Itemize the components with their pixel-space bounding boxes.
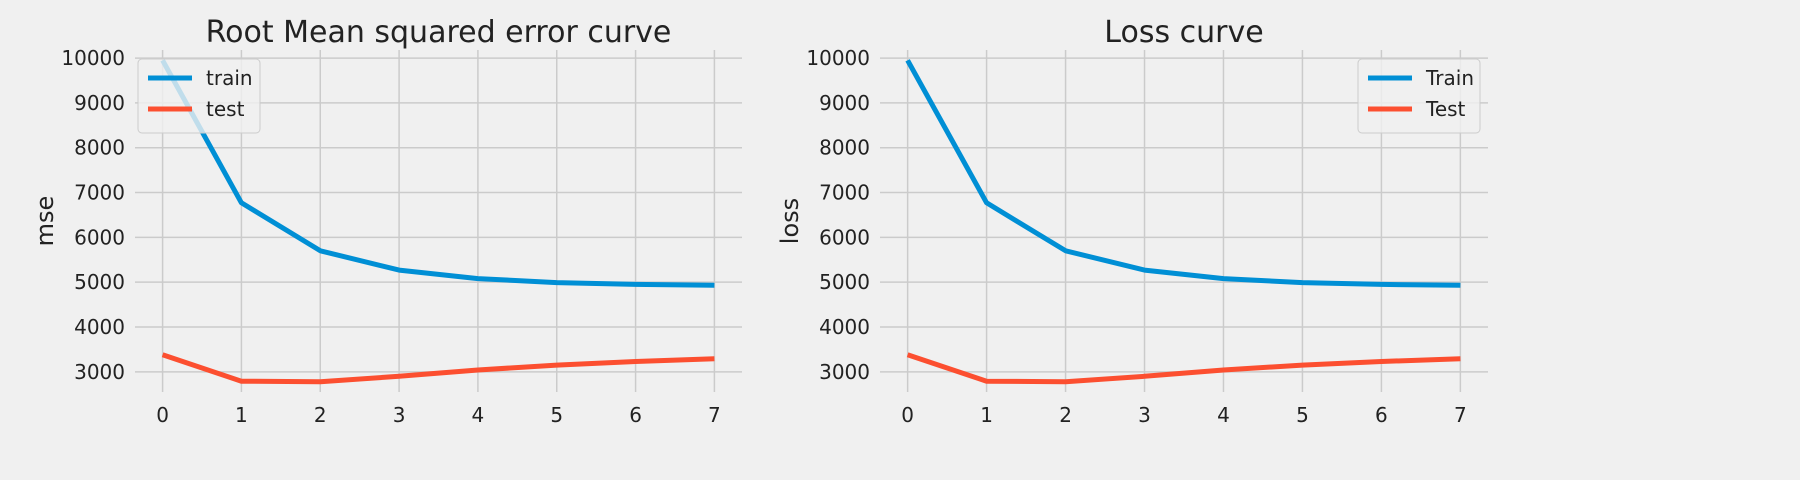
loss-series [905,59,1461,385]
rmse-legend[interactable]: train test [137,58,261,134]
rmse-y-tick-label: 10000 [61,46,125,70]
loss-grid [880,50,1488,392]
loss-legend[interactable]: Train Test [1357,58,1481,134]
rmse-x-tick-label: 1 [235,403,248,427]
chart-loss: 3000 4000 5000 6000 7000 8000 9000 10000 0 1 2 3 4 5… [776,15,1488,427]
loss-series-line-train [905,59,1461,288]
rmse-series [160,59,715,385]
loss-y-tick-label: 9000 [819,91,870,115]
loss-y-tick-label: 10000 [806,46,870,70]
loss-title: Loss curve [1104,15,1263,50]
rmse-grid [135,50,742,392]
rmse-y-tick-label: 9000 [74,91,125,115]
loss-y-tick-label: 5000 [819,270,870,294]
loss-x-tick-label: 1 [980,403,993,427]
loss-y-tick-label: 7000 [819,181,870,205]
rmse-title: Root Mean squared error curve [206,15,672,50]
rmse-y-tick-label: 5000 [74,270,125,294]
loss-y-tick-label: 8000 [819,136,870,160]
rmse-legend-label: train [206,66,253,90]
loss-y-ticks: 3000 4000 5000 6000 7000 8000 9000 10000 [806,46,870,384]
loss-x-tick-label: 4 [1217,403,1230,427]
rmse-legend-label: test [206,97,245,121]
rmse-y-tick-label: 3000 [74,360,125,384]
loss-legend-label: Train [1425,66,1474,90]
loss-x-tick-label: 6 [1375,403,1388,427]
rmse-series-line-test [161,352,715,385]
rmse-x-ticks: 0 1 2 3 4 5 6 7 [156,403,721,427]
loss-y-tick-label: 6000 [819,225,870,249]
rmse-series-line-train [160,59,715,288]
loss-x-tick-label: 7 [1454,403,1467,427]
loss-legend-label: Test [1425,97,1466,121]
loss-y-tick-label: 4000 [819,315,870,339]
loss-y-tick-label: 3000 [819,360,870,384]
loss-x-tick-label: 0 [901,403,914,427]
rmse-y-axis-label: mse [31,196,59,247]
loss-x-tick-label: 3 [1138,403,1151,427]
chart-rmse: 3000 4000 5000 6000 7000 8000 9000 10000 0 1 2 3 4 5… [31,15,742,427]
rmse-x-tick-label: 2 [314,403,327,427]
rmse-x-tick-label: 4 [472,403,485,427]
rmse-x-tick-label: 6 [629,403,642,427]
loss-x-tick-label: 2 [1059,403,1072,427]
loss-x-tick-label: 5 [1296,403,1309,427]
rmse-x-tick-label: 5 [550,403,563,427]
loss-x-ticks: 0 1 2 3 4 5 6 7 [901,403,1466,427]
rmse-y-tick-label: 4000 [74,315,125,339]
loss-series-line-test [906,352,1461,385]
rmse-x-tick-label: 0 [156,403,169,427]
rmse-x-tick-label: 7 [708,403,721,427]
rmse-y-tick-label: 7000 [74,181,125,205]
loss-y-axis-label: loss [776,198,804,244]
rmse-y-tick-label: 8000 [74,136,125,160]
rmse-x-tick-label: 3 [393,403,406,427]
rmse-y-tick-label: 6000 [74,225,125,249]
rmse-y-ticks: 3000 4000 5000 6000 7000 8000 9000 10000 [61,46,125,384]
